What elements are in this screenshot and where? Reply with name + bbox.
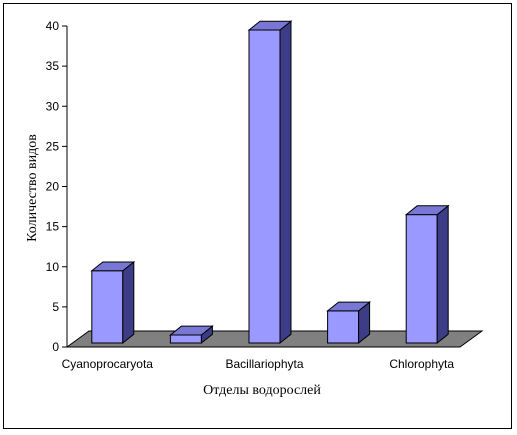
- y-axis-title: Количество видов: [25, 134, 40, 242]
- bar-front: [169, 334, 202, 344]
- bar-top: [168, 325, 214, 336]
- labels: 0 5 10 15 20 25 30 35 40 Cyanoprocaryota Bacillari…: [46, 19, 455, 371]
- bar-side: [122, 260, 135, 345]
- bar-top: [326, 301, 372, 312]
- bars: [90, 20, 450, 345]
- axes: [62, 25, 68, 348]
- y-tick-label: 35: [46, 59, 60, 73]
- x-tick-label: Cyanoprocaryota: [62, 357, 154, 371]
- bar: [90, 260, 136, 345]
- bar-front: [327, 310, 360, 344]
- x-tick-label: Bacillariophyta: [225, 357, 303, 371]
- bar-side: [279, 20, 292, 345]
- x-axis-title: Отделы водорослей: [203, 383, 321, 398]
- bar-front: [248, 29, 281, 344]
- y-tick-label: 5: [52, 300, 59, 314]
- x-tick-label: Chlorophyta: [389, 357, 454, 371]
- bar-top: [90, 261, 136, 272]
- bar-top: [247, 20, 293, 31]
- bar: [404, 204, 450, 345]
- bar-side: [436, 204, 449, 345]
- y-tick-label: 30: [46, 99, 60, 113]
- bar-front: [91, 270, 124, 344]
- y-tick-label: 10: [46, 260, 60, 274]
- y-tick-label: 0: [52, 340, 59, 354]
- bar: [247, 20, 293, 345]
- bar-front: [405, 214, 438, 344]
- bar: [326, 301, 372, 345]
- y-tick-label: 15: [46, 220, 60, 234]
- y-tick-label: 25: [46, 139, 60, 153]
- bar: [168, 325, 214, 345]
- y-tick-label: 40: [46, 19, 60, 33]
- y-tick-label: 20: [46, 180, 60, 194]
- bar-top: [404, 205, 450, 216]
